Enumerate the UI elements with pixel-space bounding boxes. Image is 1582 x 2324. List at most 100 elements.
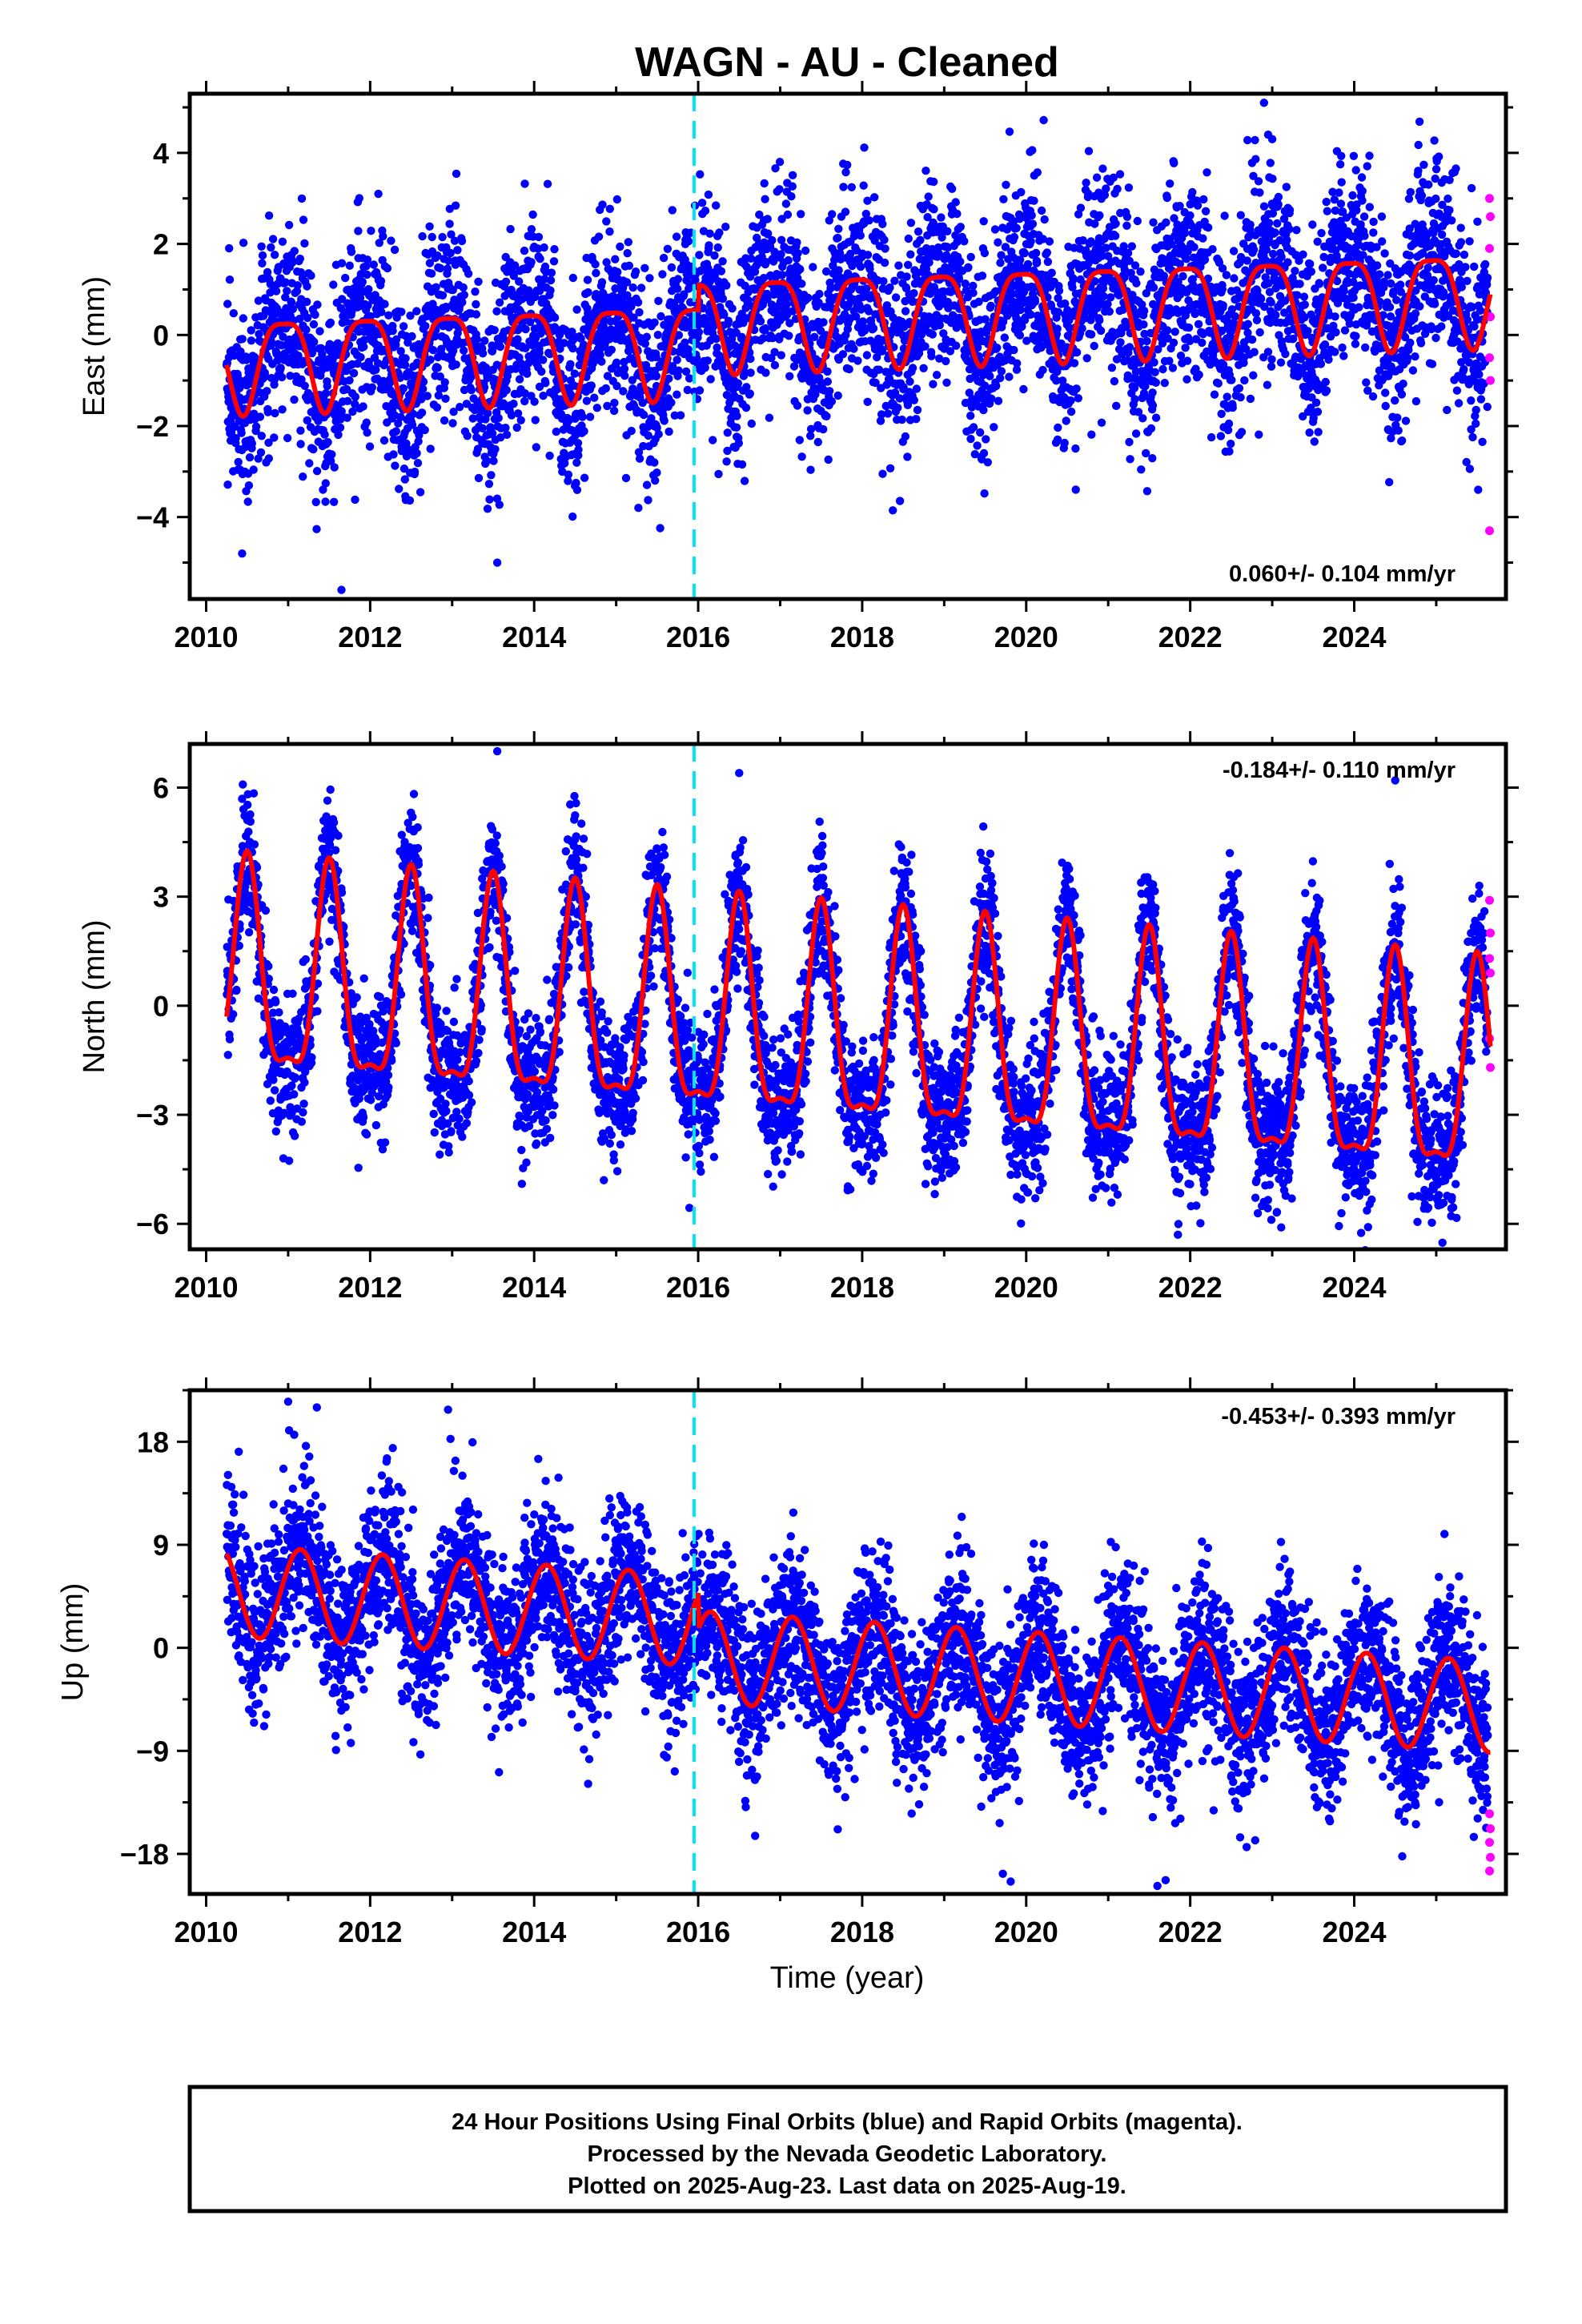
final-orbit-point xyxy=(1365,151,1374,160)
final-orbit-point xyxy=(1249,371,1258,380)
final-orbit-point xyxy=(448,346,458,356)
final-orbit-point xyxy=(1207,432,1216,442)
final-orbit-point xyxy=(1223,392,1231,401)
final-orbit-point xyxy=(747,419,756,428)
final-orbit-point xyxy=(722,281,731,290)
final-orbit-point xyxy=(1411,309,1420,318)
final-orbit-point xyxy=(1112,401,1121,410)
final-orbit-point xyxy=(235,384,244,392)
final-orbit-point xyxy=(258,259,267,267)
final-orbit-point xyxy=(1414,140,1423,150)
final-orbit-point xyxy=(456,403,464,412)
final-orbit-point xyxy=(1340,326,1350,335)
final-orbit-point xyxy=(1169,338,1178,348)
final-orbit-point xyxy=(426,444,435,453)
final-orbit-point xyxy=(309,320,319,329)
final-orbit-point xyxy=(270,433,279,442)
final-orbit-point xyxy=(1313,408,1323,416)
final-orbit-point xyxy=(1368,392,1378,401)
final-orbit-point xyxy=(1359,212,1369,221)
final-orbit-point xyxy=(1276,358,1286,367)
final-orbit-point xyxy=(609,406,619,416)
final-orbit-point xyxy=(1316,360,1326,368)
final-orbit-point xyxy=(545,451,554,460)
final-orbit-point xyxy=(412,448,421,458)
final-orbit-point xyxy=(312,467,322,476)
final-orbit-point xyxy=(921,167,930,175)
final-orbit-point xyxy=(223,300,232,308)
final-orbit-point xyxy=(408,420,417,429)
final-orbit-point xyxy=(474,473,484,483)
final-orbit-point xyxy=(713,243,722,252)
final-orbit-point xyxy=(1072,348,1082,357)
final-orbit-point xyxy=(363,270,371,279)
final-orbit-point xyxy=(351,495,359,505)
final-orbit-point xyxy=(1322,386,1331,395)
final-orbit-point xyxy=(883,409,893,418)
final-orbit-point xyxy=(1230,274,1239,283)
final-orbit-point xyxy=(535,348,544,357)
final-orbit-point xyxy=(539,356,548,364)
final-orbit-point xyxy=(229,309,238,318)
final-orbit-point xyxy=(396,373,405,382)
final-orbit-point xyxy=(904,234,913,243)
final-orbit-point xyxy=(584,287,592,297)
final-orbit-point xyxy=(1375,270,1384,279)
final-orbit-point xyxy=(885,283,894,292)
final-orbit-point xyxy=(1151,378,1161,387)
final-orbit-point xyxy=(540,243,548,252)
final-orbit-point xyxy=(734,439,743,448)
final-orbit-point xyxy=(1162,193,1172,203)
final-orbit-point xyxy=(980,489,989,498)
final-orbit-point xyxy=(300,239,309,248)
final-orbit-point xyxy=(570,369,579,378)
final-orbit-point xyxy=(254,454,263,463)
final-orbit-point xyxy=(1130,395,1139,404)
chart-title: WAGN - AU - Cleaned xyxy=(635,39,1059,86)
final-orbit-point xyxy=(793,401,802,410)
final-orbit-point xyxy=(943,227,952,235)
final-orbit-point xyxy=(1399,380,1407,388)
final-orbit-point xyxy=(951,198,960,207)
final-orbit-point xyxy=(612,358,621,367)
final-orbit-point xyxy=(1225,447,1234,456)
final-orbit-point xyxy=(436,372,444,381)
final-orbit-point xyxy=(286,372,295,380)
final-orbit-point xyxy=(1040,215,1049,224)
final-orbit-point xyxy=(362,418,371,427)
final-orbit-point xyxy=(1190,243,1199,251)
final-orbit-point xyxy=(225,275,235,284)
final-orbit-point xyxy=(706,375,715,384)
final-orbit-point xyxy=(380,300,389,308)
final-orbit-point xyxy=(523,369,532,378)
final-orbit-point xyxy=(994,396,1003,405)
final-orbit-point xyxy=(506,224,515,234)
final-orbit-point xyxy=(302,325,311,334)
final-orbit-point xyxy=(1066,407,1076,416)
final-orbit-point xyxy=(355,194,363,203)
final-orbit-point xyxy=(942,356,950,366)
final-orbit-point xyxy=(1369,228,1378,237)
final-orbit-point xyxy=(667,318,676,328)
final-orbit-point xyxy=(323,438,332,447)
final-orbit-point xyxy=(433,364,442,372)
final-orbit-point xyxy=(640,263,649,272)
final-orbit-point xyxy=(472,335,481,344)
final-orbit-point xyxy=(870,193,879,202)
final-orbit-point xyxy=(425,222,434,231)
final-orbit-point xyxy=(473,444,483,453)
final-orbit-point xyxy=(1086,330,1096,339)
final-orbit-point xyxy=(956,257,965,266)
final-orbit-point xyxy=(1020,248,1030,258)
final-orbit-point xyxy=(261,372,270,381)
final-orbit-point xyxy=(1249,245,1259,254)
final-orbit-point xyxy=(530,397,539,406)
final-orbit-point xyxy=(863,397,872,406)
final-orbit-point xyxy=(263,387,271,396)
final-orbit-point xyxy=(311,310,319,320)
final-orbit-point xyxy=(966,412,975,420)
final-orbit-point xyxy=(1237,428,1247,436)
final-orbit-point xyxy=(901,307,910,316)
final-orbit-point xyxy=(1111,219,1120,228)
final-orbit-point xyxy=(673,390,681,399)
